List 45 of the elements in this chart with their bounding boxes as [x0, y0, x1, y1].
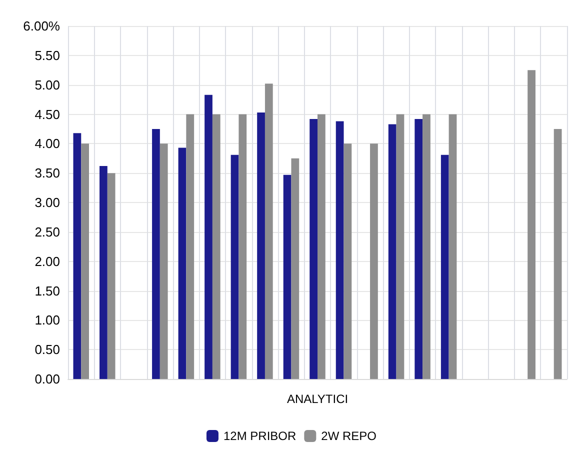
bar	[318, 114, 326, 379]
y-tick-label: 5.00	[34, 77, 60, 92]
bar	[81, 144, 90, 379]
bar	[238, 114, 247, 379]
bar	[100, 166, 108, 379]
bar	[396, 114, 404, 379]
bar	[554, 128, 562, 379]
y-tick-label: 2.00	[34, 254, 60, 269]
bar	[283, 174, 292, 379]
bar	[370, 144, 378, 379]
bar	[212, 114, 220, 379]
y-tick-label: 3.50	[34, 166, 60, 181]
bar	[186, 114, 194, 379]
bar	[388, 124, 396, 379]
bar	[178, 148, 186, 379]
y-tick-label: 0.00	[34, 372, 60, 386]
bar	[73, 133, 82, 379]
y-tick-label: 2.50	[34, 224, 60, 240]
x-axis-title: ANALYTICI	[286, 392, 348, 406]
y-tick-label: 4.00	[34, 136, 60, 152]
y-tick-label: 5.50	[34, 48, 60, 63]
y-tick-label: 4.50	[34, 106, 60, 122]
bar	[528, 70, 536, 379]
y-tick-label: 3.00	[34, 195, 60, 210]
legend-label: 2W REPO	[321, 429, 377, 443]
legend-label: 12M PRIBOR	[223, 429, 297, 443]
y-tick-label: 1.50	[34, 283, 60, 298]
bar	[448, 114, 457, 379]
bar	[422, 114, 430, 379]
y-tick-label: 1.00	[34, 312, 60, 328]
bar	[336, 121, 344, 379]
y-tick-label: 0.50	[34, 342, 60, 358]
y-tick-label: 6.00%	[23, 18, 60, 34]
bar	[107, 173, 116, 379]
bar	[257, 112, 265, 379]
bar	[152, 128, 160, 379]
bar	[264, 84, 273, 379]
bar	[291, 158, 300, 379]
bar	[440, 154, 449, 379]
bar	[160, 144, 168, 379]
bar	[230, 154, 239, 379]
bar	[310, 118, 318, 379]
bar	[414, 118, 423, 379]
bar	[204, 94, 212, 379]
bar	[344, 144, 352, 379]
